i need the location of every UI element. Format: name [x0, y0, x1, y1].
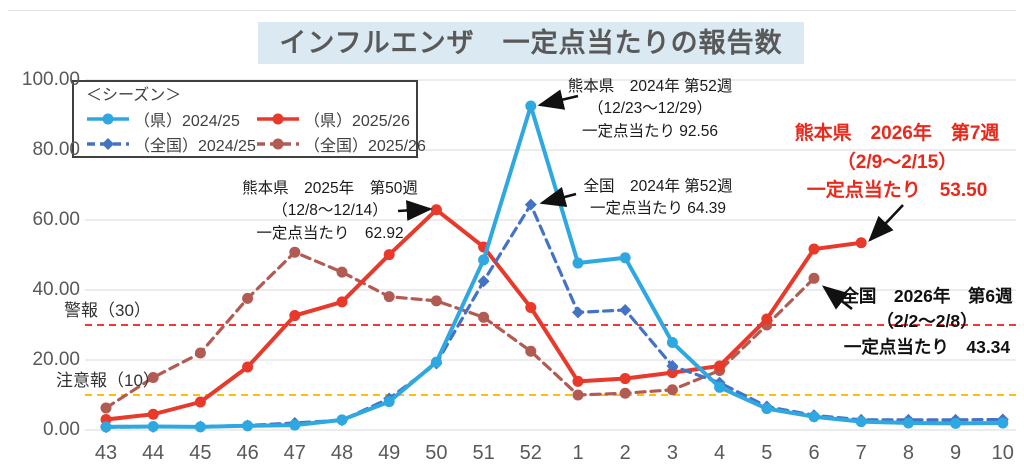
y-tick-label: 40.00	[32, 279, 80, 300]
y-tick-label: 60.00	[32, 209, 80, 230]
legend-item-label: （全国）2024/25	[134, 137, 256, 155]
x-tick-label: 50	[425, 442, 448, 464]
y-tick-label: 100.00	[21, 69, 80, 90]
line-marker-icon	[86, 137, 130, 151]
annotation-kumamoto-2026-w7: 熊本県 2026年 第7週 （2/9～2/15） 一定点当たり 53.50	[794, 123, 1000, 201]
legend-item-label: （県）2025/26	[304, 112, 410, 130]
x-tick-label: 48	[330, 442, 354, 464]
chart-title: インフルエンザ 一定点当たりの報告数	[258, 22, 804, 64]
x-tick-label: 6	[808, 442, 820, 464]
legend-item-ken-2025-26: （県）2025/26	[256, 107, 410, 131]
annotation-zenkoku-2024-w52: 全国 2024年 第52週 一定点当たり 64.39	[583, 178, 733, 218]
x-tick-label: 1	[572, 442, 584, 464]
annotation-kumamoto-2024-w52: 熊本県 2024年 第52週 （12/23～12/29） 一定点当たり 92.5…	[567, 78, 733, 140]
annotation-kumamoto-2025-w50: 熊本県 2025年 第50週 （12/8～12/14） 一定点当たり 62.92	[242, 180, 418, 242]
x-tick-label: 45	[189, 442, 212, 464]
line-marker-icon	[256, 137, 300, 151]
legend-item-ken-2024-25: （県）2024/25	[86, 107, 256, 131]
x-tick-label: 2	[619, 442, 631, 464]
x-tick-label: 3	[666, 442, 678, 464]
legend-item-zenkoku-2025-26: （全国）2025/26	[256, 132, 426, 156]
y-tick-label: 0.00	[43, 419, 80, 440]
legend-item-label: （全国）2025/26	[304, 137, 426, 155]
caution-threshold-label: 注意報（10）	[56, 371, 160, 390]
y-tick-label: 80.00	[32, 139, 80, 160]
line-marker-icon	[256, 112, 300, 126]
x-tick-label: 10	[991, 442, 1014, 464]
chart-top-border	[8, 10, 1016, 11]
x-tick-label: 49	[378, 442, 401, 464]
x-tick-label: 7	[855, 442, 867, 464]
x-tick-label: 8	[902, 442, 914, 464]
line-marker-icon	[86, 112, 130, 126]
x-tick-label: 9	[950, 442, 962, 464]
x-tick-label: 4	[714, 442, 726, 464]
x-tick-label: 52	[519, 442, 542, 464]
x-tick-label: 5	[761, 442, 773, 464]
y-tick-label: 20.00	[32, 349, 80, 370]
x-tick-label: 47	[283, 442, 306, 464]
legend-item-label: （県）2024/25	[134, 112, 240, 130]
x-tick-label: 46	[236, 442, 259, 464]
x-tick-label: 43	[94, 442, 118, 464]
legend-title: ＜シーズン＞	[86, 87, 182, 104]
annotation-zenkoku-2026-w6: 全国 2026年 第6週 （2/2～2/8） 一定点当たり 43.34	[841, 286, 1013, 357]
x-tick-label: 44	[142, 442, 165, 464]
chart-legend: ＜シーズン＞ （県）2024/25 （県）2025/26 （全国）2024/25…	[72, 80, 426, 158]
alert-threshold-label: 警報（30）	[64, 301, 151, 320]
legend-item-zenkoku-2024-25: （全国）2024/25	[86, 132, 256, 156]
x-tick-label: 51	[472, 442, 495, 464]
